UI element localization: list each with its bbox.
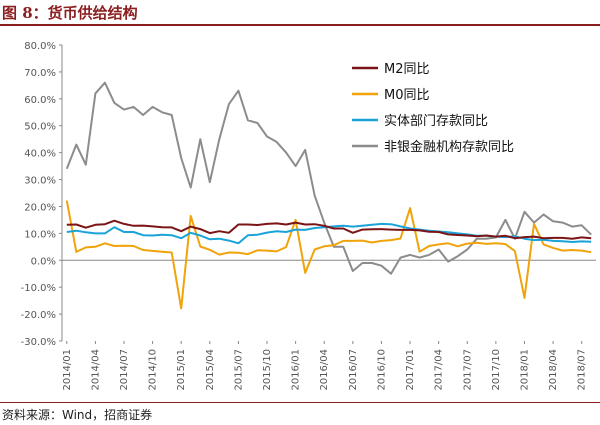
x-tick-label: 2015/10: [262, 349, 273, 391]
figure-title: 图 8：货币供给结构: [2, 4, 138, 22]
y-tick-label: -30.0%: [21, 337, 56, 348]
x-tick-label: 2017/10: [491, 349, 502, 391]
x-tick-label: 2015/07: [233, 349, 244, 391]
x-tick-label: 2016/04: [319, 349, 330, 391]
y-tick-label: 30.0%: [24, 176, 56, 187]
title-bar: 图 8：货币供给结构: [0, 0, 600, 26]
x-tick-label: 2014/07: [119, 349, 130, 391]
legend-label: M0同比: [384, 88, 430, 103]
x-tick-label: 2016/07: [348, 349, 359, 391]
x-tick-label: 2017/07: [462, 349, 473, 391]
source-note: 资料来源：Wind，招商证券: [2, 408, 153, 422]
legend-label: 实体部门存款同比: [384, 114, 488, 129]
x-tick-label: 2018/04: [548, 349, 559, 391]
y-tick-label: 50.0%: [24, 122, 56, 133]
y-tick-label: 70.0%: [24, 68, 56, 79]
legend-label: M2同比: [384, 62, 430, 77]
x-tick-label: 2016/01: [291, 349, 302, 391]
x-tick-label: 2015/01: [176, 349, 187, 391]
x-tick-label: 2014/10: [148, 349, 159, 391]
x-tick-label: 2017/04: [434, 349, 445, 391]
series-line-1: [65, 200, 592, 310]
series-line-0: [66, 219, 592, 240]
x-tick-label: 2015/04: [205, 349, 216, 391]
y-tick-label: 10.0%: [24, 229, 56, 240]
title-rule: [0, 24, 600, 26]
x-tick-label: 2018/01: [519, 349, 530, 391]
x-tick-label: 2017/01: [405, 349, 416, 391]
y-tick-label: 80.0%: [24, 41, 56, 52]
line-chart: -30.0% -20.0% -10.0% 0.0% 10.0% 20.0% 30.0% 40.…: [21, 41, 596, 391]
y-tick-label: -20.0%: [21, 310, 56, 321]
y-tick-label: 60.0%: [24, 95, 56, 106]
footer-rule: [0, 402, 600, 403]
x-tick-label: 2014/04: [90, 349, 101, 391]
y-tick-label: -10.0%: [21, 283, 56, 294]
x-tick-label: 2018/07: [577, 349, 588, 391]
y-tick-label: 0.0%: [31, 256, 56, 267]
x-tick-label: 2016/10: [376, 349, 387, 391]
legend-label: 非银金融机构存款同比: [384, 139, 514, 155]
y-tick-label: 20.0%: [24, 202, 56, 213]
y-tick-label: 40.0%: [24, 149, 56, 160]
x-tick-label: 2014/01: [62, 349, 73, 391]
series-line-3: [65, 81, 592, 275]
